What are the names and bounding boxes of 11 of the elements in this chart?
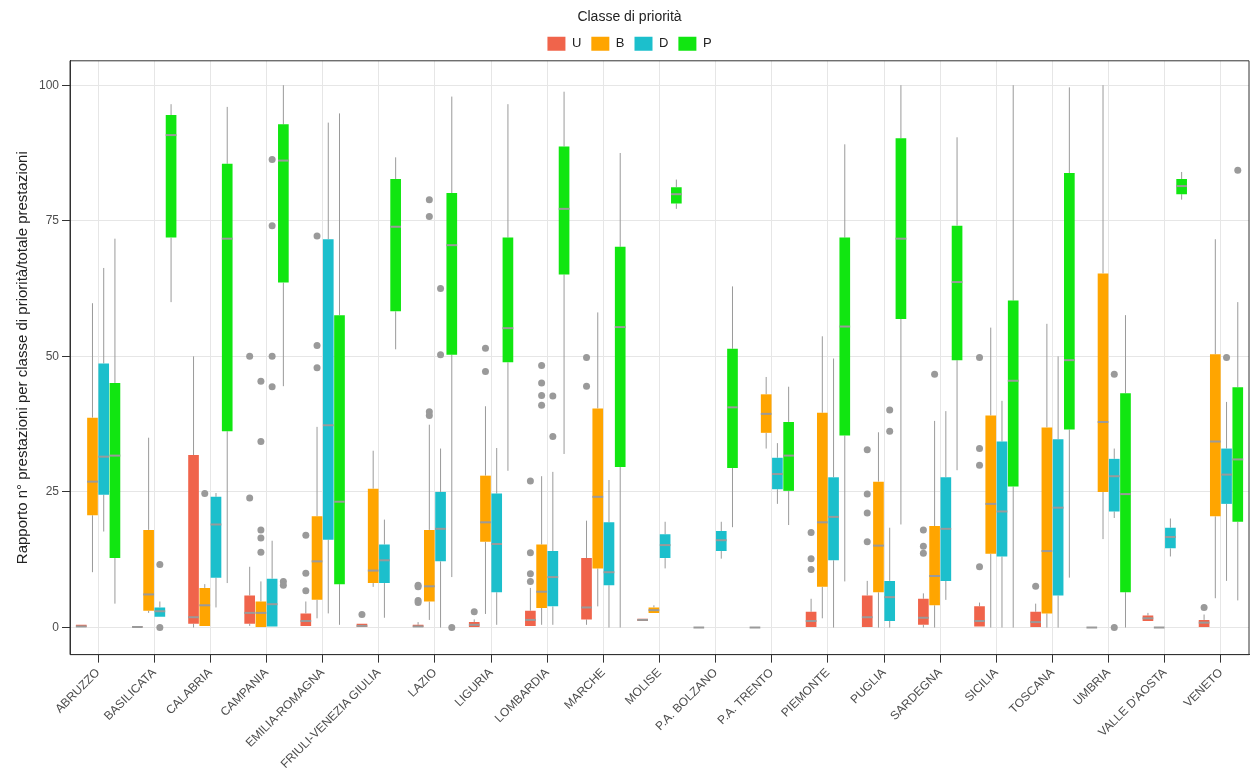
legend-label: B [615,35,625,51]
y-tick-label: 50 [45,348,60,363]
y-tick-label: 100 [38,77,60,92]
y-tick-label: 75 [45,213,60,228]
legend-label: P [702,35,712,51]
y-tick-label: 25 [45,484,60,499]
legend-label: U [571,35,582,51]
y-tick-label: 0 [52,619,60,634]
legend-title: Classe di priorità [577,7,682,24]
legend-label: D [659,35,669,51]
y-axis-title: Rapporto n° prestazioni per classe di priorità/totale prestazioni [13,151,31,565]
